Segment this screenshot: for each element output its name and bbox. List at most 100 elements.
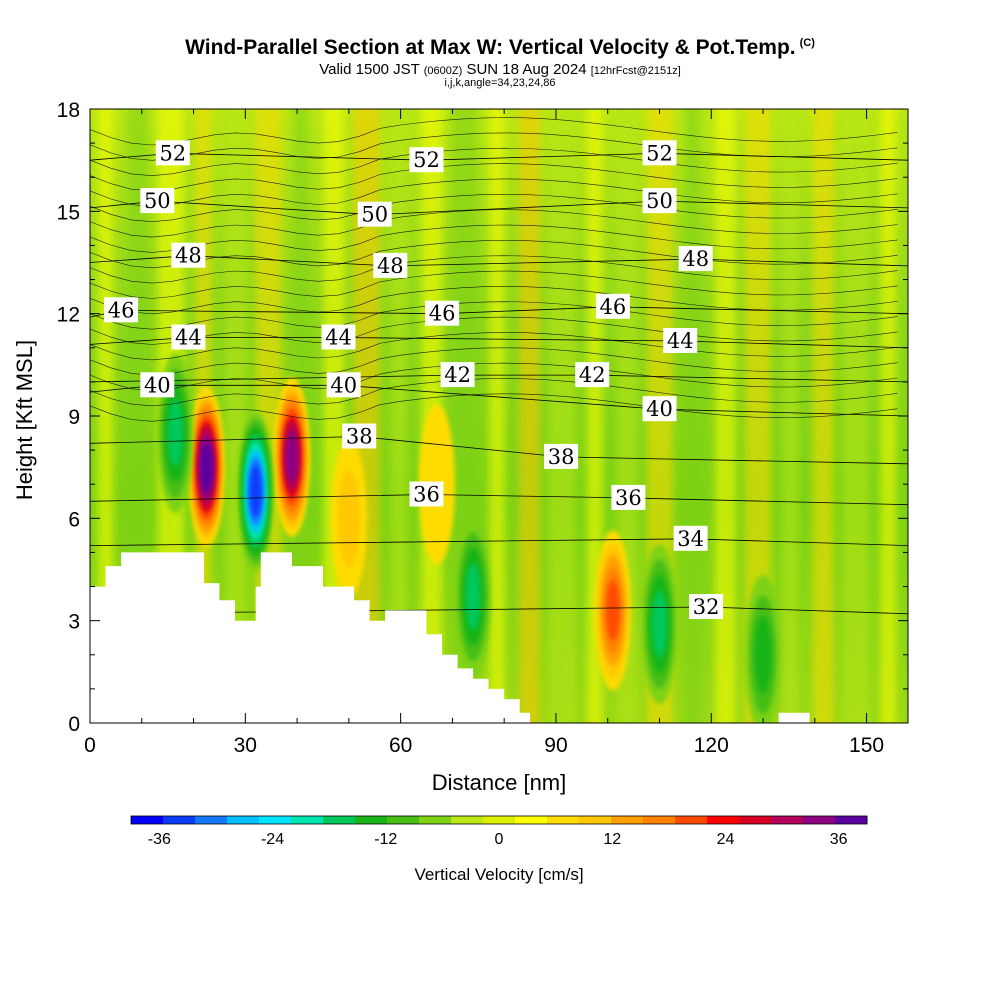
isentrope-line: [90, 332, 898, 361]
x-tick-label: 60: [389, 734, 412, 757]
contour-label-text: 50: [361, 203, 388, 227]
contour-label-text: 44: [325, 326, 352, 350]
colorbar-swatch: [579, 816, 612, 824]
contour-label-box: [373, 252, 408, 278]
contour-label-text: 46: [108, 298, 135, 322]
valid-time: Valid 1500 JST: [319, 61, 420, 78]
contour-label-48: 48: [171, 242, 206, 268]
contour-label-text: 46: [600, 295, 627, 319]
contour-label-box: [575, 362, 610, 388]
isentrope-line: [90, 132, 898, 161]
colorbar-swatch: [291, 816, 324, 824]
contour-label-text: 46: [429, 302, 456, 326]
contour-label-40: 40: [326, 372, 361, 398]
isentrope-line: [90, 301, 898, 330]
downdraft-core: [651, 590, 667, 658]
contour-label-box: [642, 396, 677, 422]
contour-label-46: 46: [104, 297, 139, 323]
field-streak: [880, 109, 897, 723]
updraft-core: [606, 580, 620, 641]
contour-label-text: 38: [346, 425, 373, 449]
contour-label-44: 44: [321, 324, 356, 350]
contour-label-44: 44: [663, 328, 698, 353]
isentrope-line: [90, 270, 898, 299]
isentrope-line: [90, 193, 898, 223]
contour-label-38: 38: [544, 443, 579, 469]
colorbar-swatch: [323, 816, 356, 824]
forecast-info: [12hrFcst@2151z]: [590, 65, 681, 77]
x-tick-label: 0: [84, 734, 96, 757]
isentrope-line: [90, 224, 898, 253]
colorbar-tick-label: -36: [148, 831, 171, 848]
isentrope-line: [90, 209, 898, 238]
contour-label-40: 40: [642, 396, 677, 422]
contour-label-box: [155, 140, 190, 166]
x-axis-title: Distance [nm]: [432, 770, 567, 795]
downdraft-core: [754, 616, 772, 694]
downdraft-core: [249, 465, 262, 517]
colorbar-swatch: [227, 816, 260, 824]
y-tick-label: 18: [57, 99, 80, 122]
y-tick-label: 15: [57, 201, 80, 224]
colorbar-swatch: [643, 816, 676, 824]
isentrope-line: [90, 347, 898, 376]
contour-label-50: 50: [357, 201, 392, 227]
isentrope-line: [90, 378, 898, 407]
field-streak: [489, 109, 505, 723]
isentrope-36: [90, 494, 908, 506]
isentrope-line: [90, 117, 898, 146]
field-streak: [225, 109, 247, 723]
colorbar-swatch: [707, 816, 740, 824]
y-tick-label: 9: [68, 406, 80, 429]
contour-label-box: [595, 293, 630, 319]
contour-label-46: 46: [425, 300, 460, 326]
contour-label-48: 48: [678, 246, 713, 272]
downdraft-core: [465, 563, 481, 631]
colorbar-tick-label: -24: [261, 831, 284, 848]
contour-label-50: 50: [140, 188, 175, 214]
contour-label-text: 40: [646, 397, 673, 421]
isentrope-line: [90, 239, 898, 269]
copyright-mark: (C): [799, 37, 815, 49]
contour-label-text: 36: [413, 483, 440, 507]
colorbar-swatch: [131, 816, 164, 824]
contour-label-52: 52: [642, 140, 677, 166]
contour-label-box: [673, 525, 708, 551]
contour-label-box: [321, 324, 356, 350]
updraft-core: [337, 469, 360, 568]
x-tick-label: 90: [544, 734, 567, 757]
contour-label-text: 48: [682, 247, 709, 271]
isentrope-42: [90, 374, 908, 383]
contour-label-36: 36: [611, 484, 646, 510]
contour-label-text: 52: [159, 141, 186, 165]
contour-label-text: 40: [330, 373, 357, 397]
colorbar-swatch: [355, 816, 388, 824]
contour-label-text: 52: [413, 148, 440, 172]
isentrope-line: [90, 255, 898, 284]
isentrope-38: [90, 436, 908, 465]
contour-label-box: [140, 188, 175, 214]
contour-label-box: [326, 372, 361, 398]
colorbar-swatch: [771, 816, 804, 824]
contour-label-text: 36: [615, 486, 642, 510]
contour-label-box: [409, 481, 444, 507]
contour-label-34: 34: [673, 525, 708, 551]
colorbar-swatch: [739, 816, 772, 824]
colorbar-swatch: [515, 816, 548, 824]
x-tick-label: 120: [694, 734, 729, 757]
contour-label-box: [171, 242, 206, 268]
chart-title: Wind-Parallel Section at Max W: Vertical…: [0, 36, 1000, 60]
contour-label-text: 48: [175, 244, 202, 268]
contour-label-text: 42: [444, 363, 471, 387]
colorbar-swatch: [483, 816, 516, 824]
updraft-core: [200, 442, 213, 493]
contour-label-text: 48: [377, 254, 404, 278]
contour-label-box: [357, 201, 392, 227]
y-tick-label: 0: [68, 713, 80, 736]
isentrope-line: [90, 286, 898, 315]
chart-subtitle: Valid 1500 JST (0600Z) SUN 18 Aug 2024 […: [0, 61, 1000, 78]
colorbar-title: Vertical Velocity [cm/s]: [414, 865, 583, 884]
contour-label-52: 52: [409, 147, 444, 173]
colorbar: -36 -24 -12 0 12 24 36: [130, 815, 868, 848]
